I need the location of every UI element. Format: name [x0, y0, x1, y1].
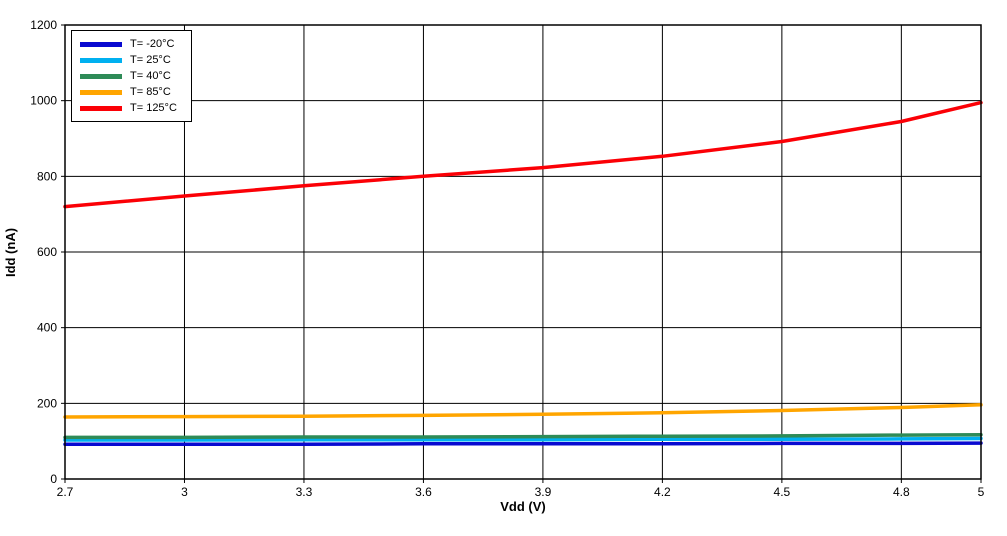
- y-tick-label: 200: [37, 396, 57, 410]
- legend-line-swatch: [80, 41, 122, 47]
- legend-line-swatch: [80, 89, 122, 95]
- y-axis-title-container: Idd (nA): [2, 25, 20, 479]
- y-tick-label: 1000: [30, 94, 57, 108]
- legend-line-swatch: [80, 57, 122, 63]
- y-tick-label: 600: [37, 245, 57, 259]
- y-tick-label: 0: [50, 472, 57, 486]
- x-tick-label: 4.2: [654, 485, 671, 499]
- legend-item: T= -20°C: [80, 37, 177, 51]
- legend-line-swatch: [80, 73, 122, 79]
- legend-item: T= 85°C: [80, 85, 177, 99]
- legend-label: T= 25°C: [130, 54, 171, 66]
- series-line-0: [63, 441, 983, 446]
- series-line-4: [63, 100, 983, 209]
- x-tick-label: 3.3: [296, 485, 313, 499]
- series-line-3: [63, 403, 983, 419]
- legend-label: T= 40°C: [130, 70, 171, 82]
- chart-legend: T= -20°C T= 25°C T= 40°C T= 85°C T= 125°C: [71, 30, 192, 122]
- legend-item: T= 25°C: [80, 53, 177, 67]
- series-line-2: [63, 432, 983, 440]
- y-tick-label: 1200: [30, 18, 57, 32]
- legend-label: T= 125°C: [130, 102, 177, 114]
- x-tick-label: 4.5: [774, 485, 791, 499]
- x-tick-label: 3: [181, 485, 188, 499]
- series-line-1: [63, 436, 983, 442]
- x-axis-title: Vdd (V): [500, 499, 546, 514]
- legend-label: T= -20°C: [130, 38, 175, 50]
- x-tick-label: 3.9: [535, 485, 552, 499]
- y-tick-label: 800: [37, 169, 57, 183]
- y-tick-label: 400: [37, 321, 57, 335]
- legend-item: T= 125°C: [80, 101, 177, 115]
- x-tick-label: 3.6: [415, 485, 432, 499]
- legend-line-swatch: [80, 105, 122, 111]
- legend-item: T= 40°C: [80, 69, 177, 83]
- x-tick-label: 2.7: [57, 485, 74, 499]
- y-axis-title: Idd (nA): [3, 227, 19, 277]
- x-tick-label: 5: [978, 485, 985, 499]
- legend-label: T= 85°C: [130, 86, 171, 98]
- x-tick-label: 4.8: [893, 485, 910, 499]
